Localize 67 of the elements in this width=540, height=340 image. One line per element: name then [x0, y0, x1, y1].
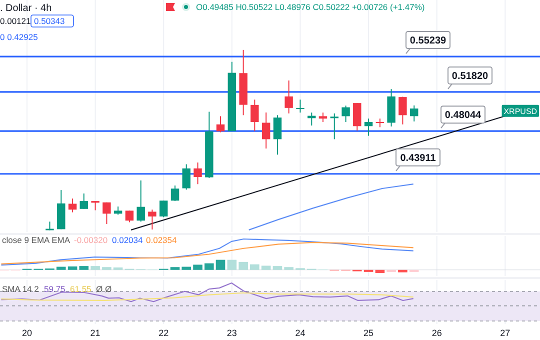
- candlestick: [364, 118, 373, 136]
- annotation: Ø Ø: [96, 284, 112, 294]
- annotation: close 9 EMA EMA: [2, 235, 70, 245]
- ref-line-label: 0.55239: [410, 36, 447, 47]
- chart-title: . Dollar · 4h: [0, 3, 52, 14]
- annotation: 61.55: [70, 284, 92, 294]
- annotation: 0.00121: [0, 16, 31, 26]
- bar: [398, 270, 408, 272]
- x-tick-label: 26: [432, 328, 442, 338]
- candlestick: [170, 184, 180, 202]
- bar: [272, 266, 282, 270]
- annotation: 0.02034: [112, 235, 143, 245]
- bar: [204, 263, 214, 270]
- x-tick-label: 20: [22, 328, 32, 338]
- candlestick: [182, 164, 190, 190]
- candlestick: [296, 99, 304, 114]
- candlestick: [284, 80, 293, 114]
- x-tick-label: 21: [90, 328, 100, 338]
- bar: [56, 266, 66, 270]
- candlestick: [262, 112, 270, 150]
- candlestick: [216, 116, 225, 133]
- candlestick: [342, 105, 350, 123]
- x-tick-label: 27: [500, 328, 510, 338]
- bar: [90, 266, 100, 270]
- annotation: 0.02354: [146, 235, 177, 245]
- bar: [193, 264, 202, 270]
- x-tick-label: 23: [226, 328, 237, 338]
- bar: [170, 267, 180, 270]
- candlestick: [318, 112, 328, 123]
- bar: [113, 267, 123, 270]
- bar: [238, 262, 248, 270]
- candlestick: [91, 200, 100, 211]
- bar: [375, 270, 385, 273]
- candlestick: [80, 192, 88, 210]
- candlestick: [160, 200, 168, 218]
- candlestick: [353, 102, 362, 132]
- annotation: 59.75: [44, 284, 66, 294]
- bar: [250, 264, 260, 270]
- x-tick-label: 22: [158, 328, 169, 338]
- candlestick: [250, 99, 259, 132]
- bar: [102, 267, 112, 270]
- bar: [261, 266, 271, 270]
- x-tick-label: 25: [364, 328, 374, 338]
- ref-line-label: 0.51820: [452, 70, 489, 82]
- candlestick: [410, 104, 418, 122]
- bar: [79, 266, 89, 270]
- bar: [284, 267, 294, 270]
- annotation: 0.50343: [34, 16, 65, 26]
- ref-line-label: 0.43911: [400, 152, 436, 164]
- ref-line-label: 0.48044: [444, 110, 482, 122]
- bar: [227, 260, 237, 270]
- bar: [216, 260, 226, 270]
- candlestick: [125, 210, 134, 223]
- bar: [68, 266, 78, 270]
- candlestick: [148, 209, 156, 230]
- candlestick: [273, 114, 282, 156]
- candlestick: [194, 162, 202, 185]
- candlestick: [136, 180, 145, 222]
- candlestick: [102, 202, 111, 225]
- candlestick: [398, 96, 407, 125]
- annotation: -0.00320: [74, 235, 108, 245]
- candlestick: [330, 112, 338, 140]
- annotation: O0.49485 H0.50522 L0.48976 C0.50222 +0.00726 (+1.47%): [196, 2, 425, 12]
- annotation: 0 0.42925: [0, 32, 38, 42]
- bar: [182, 266, 192, 270]
- candlestick: [68, 198, 77, 213]
- x-tick-label: 24: [295, 328, 306, 338]
